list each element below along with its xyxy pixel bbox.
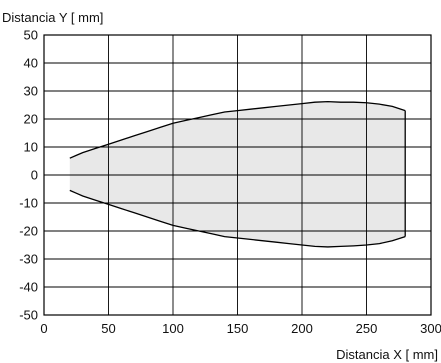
y-tick-labels: 50 40 30 20 10 0 -10 -20 -30 -40 -50 [19,28,38,323]
y-tick-label: -20 [19,224,38,239]
y-tick-label: 20 [24,112,38,127]
envelope-outline [69,100,406,248]
y-axis-title: Distancia Y [ mm] [2,10,103,25]
y-tick-label: 50 [24,28,38,43]
lower-boundary-line [69,189,406,248]
plot-frame [43,34,432,316]
x-tick-label: 50 [101,321,115,336]
x-tick-labels: 0 50 100 150 200 250 300 [40,321,441,336]
y-tick-label: 40 [24,56,38,71]
y-tick-label: -50 [19,308,38,323]
y-tick-label: 30 [24,84,38,99]
y-tick-label: -40 [19,280,38,295]
x-tick-label: 100 [162,321,184,336]
x-tick-label: 0 [40,321,47,336]
y-tick-label: -30 [19,252,38,267]
x-tick-label: 150 [227,321,249,336]
x-axis-title: Distancia X [ mm] [336,347,438,362]
x-tick-label: 250 [356,321,378,336]
y-tick-label: 10 [24,140,38,155]
grid [43,34,432,316]
upper-boundary-line [69,100,406,159]
y-tick-label: 0 [31,168,38,183]
x-tick-label: 200 [291,321,313,336]
y-tick-label: -10 [19,196,38,211]
x-tick-label: 300 [420,321,441,336]
